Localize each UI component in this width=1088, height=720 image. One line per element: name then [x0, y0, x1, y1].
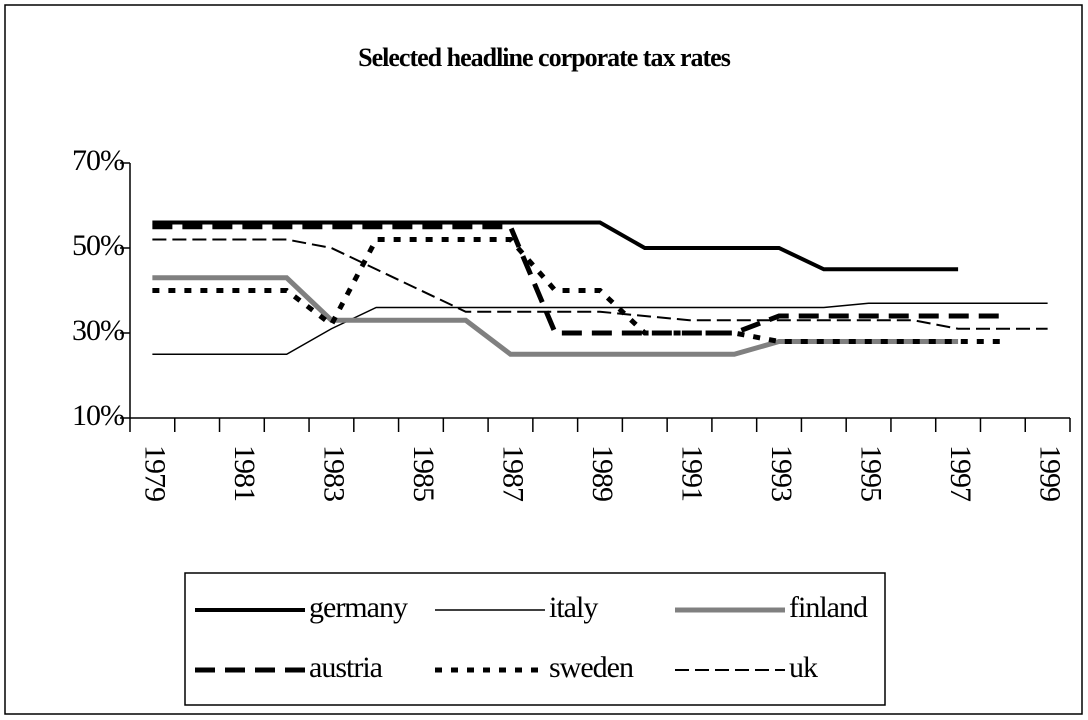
legend-label: uk	[789, 651, 818, 684]
x-tick-label: 1985	[407, 445, 440, 501]
x-tick-label: 1995	[855, 445, 888, 501]
series-line	[152, 224, 1003, 336]
x-tick-label: 1997	[944, 445, 977, 502]
x-tick-label: 1987	[497, 445, 530, 502]
x-tick-label: 1983	[318, 445, 351, 501]
legend-label: finland	[789, 591, 868, 624]
y-tick-label: 30%	[72, 314, 124, 347]
legend-label: italy	[549, 591, 598, 624]
x-tick-label: 1999	[1034, 445, 1067, 501]
series-line	[152, 302, 1048, 355]
series-line	[152, 275, 959, 357]
legend-label: austria	[309, 651, 383, 684]
series-line	[152, 238, 1048, 330]
x-tick-label: 1993	[765, 445, 798, 501]
x-tick-label: 1991	[676, 445, 709, 501]
x-tick-label: 1981	[228, 445, 261, 501]
legend-label: sweden	[549, 651, 634, 684]
series-line	[152, 220, 959, 272]
legend	[184, 572, 886, 706]
y-tick-label: 10%	[72, 399, 124, 432]
legend-label: germany	[309, 591, 408, 624]
y-tick-label: 70%	[72, 144, 124, 177]
y-tick-label: 50%	[72, 229, 124, 262]
x-tick-label: 1979	[138, 445, 171, 501]
x-tick-label: 1989	[586, 445, 619, 501]
chart-title: Selected headline corporate tax rates	[358, 43, 731, 72]
